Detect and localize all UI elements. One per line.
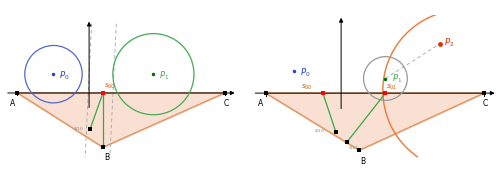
Text: A: A <box>10 99 15 108</box>
Text: $P_1$: $P_1$ <box>160 69 170 82</box>
Polygon shape <box>18 93 225 147</box>
Text: $s_{10}$: $s_{10}$ <box>314 127 324 135</box>
Text: $s_{00}$: $s_{00}$ <box>104 82 116 91</box>
Text: $s_{00}$: $s_{00}$ <box>301 82 312 92</box>
Polygon shape <box>266 93 484 150</box>
Text: $s_{11}$: $s_{11}$ <box>348 144 359 152</box>
Text: B: B <box>104 153 109 162</box>
Text: $P_2$: $P_2$ <box>444 36 454 49</box>
Text: C: C <box>224 99 229 108</box>
Text: $s_{10}$: $s_{10}$ <box>72 125 83 132</box>
Text: $P_0$: $P_0$ <box>300 66 311 79</box>
Text: C: C <box>483 99 488 108</box>
Text: $P_0$: $P_0$ <box>60 69 70 82</box>
Text: $P_1$: $P_1$ <box>392 72 402 85</box>
Text: A: A <box>258 99 263 108</box>
Text: B: B <box>360 157 366 166</box>
Text: $s_{01}$: $s_{01}$ <box>386 82 398 92</box>
